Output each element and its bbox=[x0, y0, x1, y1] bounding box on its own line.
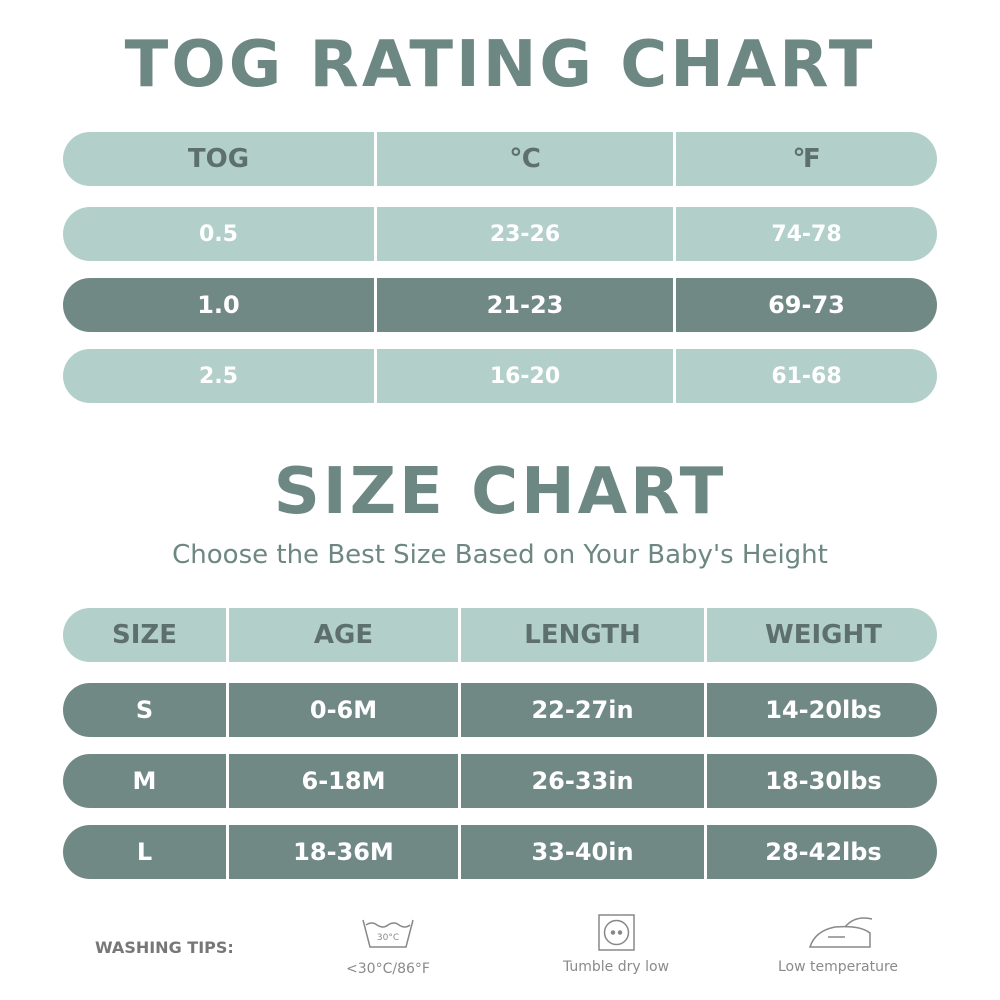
washing-tips: WASHING TIPS: 30°C <30°C/86°F Tumble dry… bbox=[95, 914, 898, 977]
table-cell: 33-40in bbox=[461, 825, 704, 879]
tip-label: Tumble dry low bbox=[562, 959, 669, 975]
wash-icon bbox=[362, 919, 414, 948]
table-row: 1.0 21-23 69-73 bbox=[63, 278, 937, 332]
table-row: S 0-6M 22-27in 14-20lbs bbox=[63, 683, 937, 737]
table-cell: L bbox=[63, 825, 226, 879]
size-subtitle: Choose the Best Size Based on Your Baby'… bbox=[172, 540, 828, 570]
wash-icon-text: 30°C bbox=[377, 933, 399, 943]
table-cell: 21-23 bbox=[377, 278, 673, 332]
table-cell: 26-33in bbox=[461, 754, 704, 808]
table-cell: 28-42lbs bbox=[707, 825, 937, 879]
tip-label: Low temperature bbox=[778, 959, 898, 975]
header-cell: LENGTH bbox=[461, 608, 704, 662]
size-title: SIZE CHART bbox=[273, 455, 727, 529]
table-cell: 18-36M bbox=[229, 825, 458, 879]
header-cell: AGE bbox=[229, 608, 458, 662]
header-cell: TOG bbox=[63, 132, 374, 186]
tog-title: TOG RATING CHART bbox=[124, 28, 876, 102]
table-row: L 18-36M 33-40in 28-42lbs bbox=[63, 825, 937, 879]
table-cell: 74-78 bbox=[676, 207, 937, 261]
table-cell: 18-30lbs bbox=[707, 754, 937, 808]
table-row: 0.5 23-26 74-78 bbox=[63, 207, 937, 261]
table-cell: S bbox=[63, 683, 226, 737]
header-cell: SIZE bbox=[63, 608, 226, 662]
dry-icon bbox=[598, 914, 635, 951]
table-cell: 69-73 bbox=[676, 278, 937, 332]
table-row: 2.5 16-20 61-68 bbox=[63, 349, 937, 403]
table-cell: 6-18M bbox=[229, 754, 458, 808]
tips-label: WASHING TIPS: bbox=[95, 938, 234, 957]
header-cell: ℃ bbox=[377, 132, 673, 186]
header-cell: WEIGHT bbox=[707, 608, 937, 662]
table-row: M 6-18M 26-33in 18-30lbs bbox=[63, 754, 937, 808]
table-cell: 0-6M bbox=[229, 683, 458, 737]
table-cell: 16-20 bbox=[377, 349, 673, 403]
table-cell: 2.5 bbox=[63, 349, 374, 403]
iron-icon bbox=[808, 917, 873, 948]
table-cell: 23-26 bbox=[377, 207, 673, 261]
header-row: SIZE AGE LENGTH WEIGHT bbox=[63, 608, 937, 662]
table-cell: 22-27in bbox=[461, 683, 704, 737]
table-cell: 61-68 bbox=[676, 349, 937, 403]
header-row: TOG ℃ ℉ bbox=[63, 132, 937, 186]
table-cell: 0.5 bbox=[63, 207, 374, 261]
table-cell: 1.0 bbox=[63, 278, 374, 332]
table-cell: M bbox=[63, 754, 226, 808]
tip-label: <30°C/86°F bbox=[346, 961, 430, 977]
table-cell: 14-20lbs bbox=[707, 683, 937, 737]
header-cell: ℉ bbox=[676, 132, 937, 186]
